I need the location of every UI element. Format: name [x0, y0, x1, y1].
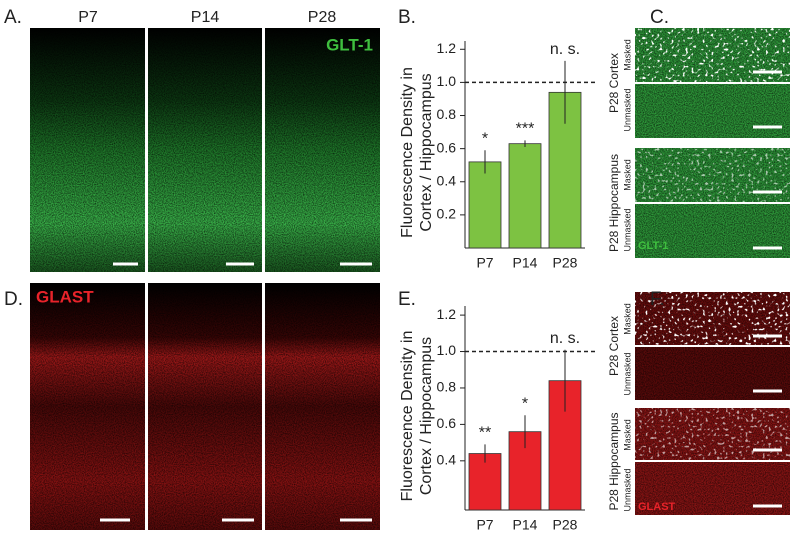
bar	[468, 453, 502, 511]
condition-label: Masked	[622, 159, 632, 191]
significance-label: ***	[516, 121, 535, 138]
y-tick-label: 0.2	[437, 206, 457, 222]
y-axis-label: Cortex / Hippocampus	[418, 73, 435, 231]
y-tick-label: 0.8	[437, 379, 457, 395]
stain-label: GLT-1	[326, 35, 373, 54]
significance-label: *	[522, 396, 528, 413]
condition-label: Masked	[622, 419, 632, 451]
significance-label: n. s.	[550, 330, 580, 347]
column-label: P7	[78, 9, 98, 26]
panel-label: E.	[398, 289, 416, 310]
y-axis-label: Fluorescence Density in	[399, 331, 416, 502]
y-axis-label: Fluorescence Density in	[399, 67, 416, 238]
significance-label: *	[482, 131, 488, 148]
column-label: P14	[191, 9, 220, 26]
panel-label: F.	[650, 289, 665, 310]
panel-label: C.	[650, 7, 669, 28]
y-tick-label: 1.2	[437, 306, 457, 322]
significance-label: n. s.	[550, 41, 580, 58]
region-label: P28 Hippocampus	[607, 154, 621, 252]
y-tick-label: 0.8	[437, 106, 457, 122]
glast-crops	[635, 292, 790, 515]
condition-label: Unmasked	[622, 208, 632, 251]
y-tick-label: 0.6	[437, 139, 457, 155]
condition-label: Masked	[622, 39, 632, 71]
x-tick-label: P28	[553, 517, 578, 530]
y-tick-label: 1.0	[437, 73, 457, 89]
panel-label: A.	[4, 7, 22, 28]
micrographs	[30, 28, 790, 530]
glt1-crops	[635, 28, 790, 258]
x-tick-label: P7	[476, 255, 493, 271]
region-label: P28 Cortex	[607, 53, 621, 113]
column-label: P28	[308, 9, 337, 26]
condition-label: Masked	[622, 303, 632, 335]
region-label: P28 Cortex	[607, 316, 621, 376]
stain-label: GLAST	[36, 287, 94, 306]
glast-sections	[30, 283, 380, 530]
y-tick-label: 0.4	[437, 172, 457, 188]
bar	[508, 143, 542, 249]
condition-label: Unmasked	[622, 468, 632, 511]
condition-label: Unmasked	[622, 88, 632, 131]
y-tick-label: 1.0	[437, 342, 457, 358]
panel-label: B.	[398, 7, 416, 28]
bar	[468, 161, 502, 249]
significance-label: **	[479, 425, 491, 442]
stain-label: GLAST	[638, 501, 676, 513]
region-label: P28 Hippocampus	[607, 412, 621, 510]
y-tick-label: 0.4	[437, 452, 457, 468]
x-tick-label: P28	[553, 255, 578, 271]
y-axis-label: Cortex / Hippocampus	[418, 337, 435, 495]
condition-label: Unmasked	[622, 352, 632, 395]
glt1-sections	[30, 28, 380, 272]
x-tick-label: P14	[513, 517, 538, 530]
y-tick-label: 1.2	[437, 40, 457, 56]
x-tick-label: P7	[476, 517, 493, 530]
panel-label: D.	[4, 289, 23, 310]
stain-label: GLT-1	[638, 240, 668, 252]
y-tick-label: 0.6	[437, 415, 457, 431]
x-tick-label: P14	[513, 255, 538, 271]
bar	[548, 380, 582, 511]
